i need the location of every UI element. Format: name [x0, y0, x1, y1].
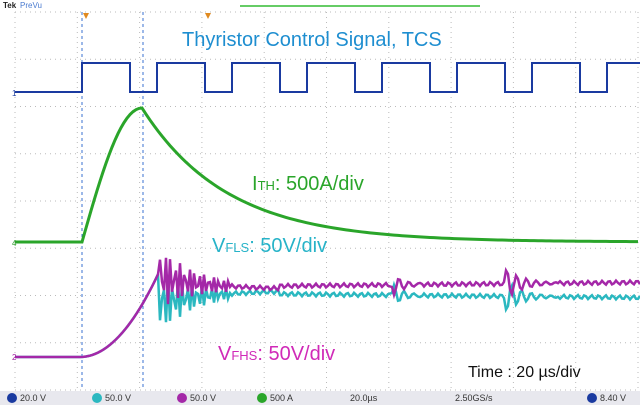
vfls-label: VFLS: 50V/div [212, 235, 327, 257]
ith-label: ITH: 500A/div [252, 173, 364, 195]
channel-dot [92, 393, 102, 403]
graticule [14, 11, 639, 391]
vfhs-label: VFHS: 50V/div [218, 343, 335, 365]
status-text: 20.0 V [20, 393, 46, 403]
vfhs-wave [15, 257, 640, 359]
channel-marker: 4 [12, 239, 17, 248]
status-items: 20.0 V 50.0 V 50.0 V 500 A 20.0µs 2.50GS/s 8.4… [7, 393, 626, 403]
channel-dot [257, 393, 267, 403]
status-bar [0, 391, 640, 405]
channel-dot [7, 393, 17, 403]
channel-marker: 2 [12, 353, 17, 362]
waveforms [15, 62, 640, 359]
status-text: 8.40 V [600, 393, 626, 403]
brand: Tek [3, 1, 17, 10]
trigger-marker [83, 13, 89, 19]
status-text: 500 A [270, 393, 293, 403]
status-text: 50.0 V [105, 393, 131, 403]
mode: PreVu [20, 1, 42, 10]
ith-wave [15, 106, 639, 244]
tcs-wave [15, 62, 640, 93]
time-label: Time : 20 µs/div [468, 364, 581, 381]
vfls-wave [15, 273, 640, 359]
tcs-label: Thyristor Control Signal, TCS [182, 29, 442, 51]
channel-dot [177, 393, 187, 403]
status-text: 50.0 V [190, 393, 216, 403]
trigger-marker [205, 13, 211, 19]
status-text: 2.50GS/s [455, 393, 493, 403]
channel-dot [587, 393, 597, 403]
channel-marker: 1 [12, 89, 17, 98]
status-text: 20.0µs [350, 393, 378, 403]
